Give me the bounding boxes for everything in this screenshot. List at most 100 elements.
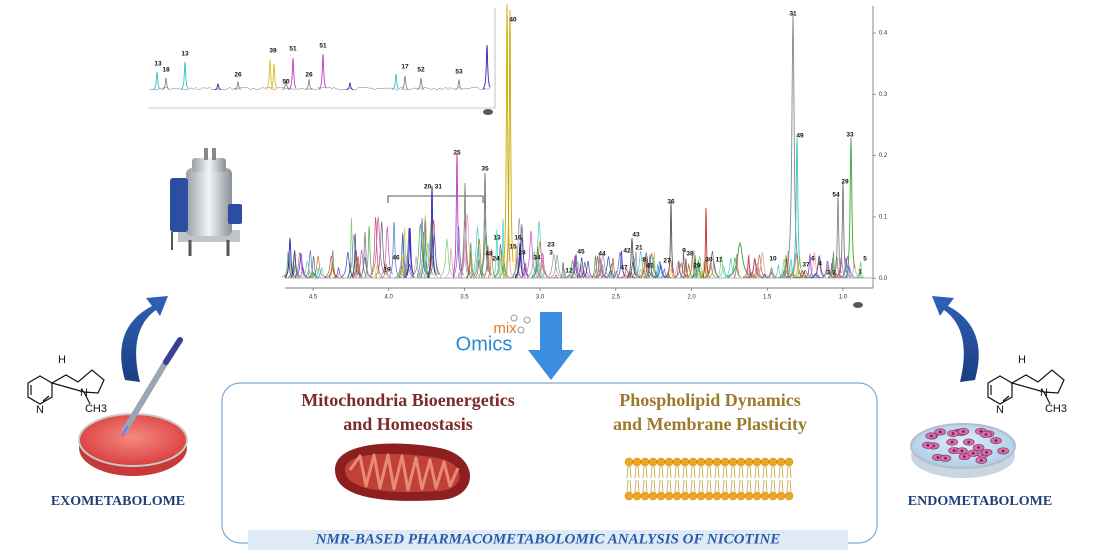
lipid-tail xyxy=(634,465,640,493)
lipid-tail xyxy=(746,465,752,493)
bracket xyxy=(387,195,484,203)
spectrum-trace xyxy=(295,253,307,279)
lipid-head xyxy=(736,457,746,467)
spectrum-trace xyxy=(687,250,701,279)
peak-label: 34 xyxy=(533,255,541,262)
pyrrolidine xyxy=(50,369,105,394)
spectrum-trace xyxy=(474,259,483,279)
inset-peak xyxy=(417,77,425,90)
inset-peak xyxy=(181,61,189,90)
spectrum-trace xyxy=(417,218,427,279)
spectrum-peak xyxy=(846,137,856,278)
spectrum-trace xyxy=(840,256,855,279)
spectrum-trace xyxy=(380,226,394,279)
spectrum-trace xyxy=(487,248,496,279)
spectrum-peak xyxy=(506,9,514,278)
spectrum-trace xyxy=(283,251,292,279)
lipid-head xyxy=(752,491,762,501)
spectrum-trace xyxy=(783,257,790,279)
spectrum-trace xyxy=(793,256,806,279)
lipid-tail xyxy=(738,465,744,493)
spectrum-trace xyxy=(504,240,513,279)
logo-node xyxy=(510,314,518,322)
y-tick-label: 0.0 xyxy=(879,276,888,282)
spectrum-trace xyxy=(755,252,769,279)
peak-label: 11 xyxy=(716,257,723,264)
peak-label: 15 xyxy=(509,244,517,251)
spectrum-trace xyxy=(812,255,826,279)
atom-label: H xyxy=(1018,354,1026,366)
lipid-tail xyxy=(778,465,784,493)
cell-nucleus xyxy=(980,459,983,462)
inset-peak xyxy=(305,78,313,90)
spectrum-peak xyxy=(481,172,489,278)
pyrrolidine xyxy=(1010,369,1065,394)
x-tick-label: 4.5 xyxy=(309,295,318,301)
spectrum-trace xyxy=(370,216,386,279)
spectrum-peak xyxy=(453,152,461,278)
y-tick-label: 0.3 xyxy=(879,92,888,98)
peak-label: 26 xyxy=(305,72,313,79)
spectrum-trace xyxy=(364,226,374,279)
spectrum-peak xyxy=(428,185,436,278)
lipid-head xyxy=(664,491,674,501)
lipid-head xyxy=(752,457,762,467)
lipid-head xyxy=(728,491,738,501)
spectrum-trace xyxy=(546,254,561,279)
spectrum-trace xyxy=(644,256,650,279)
peak-label: 28 xyxy=(518,250,526,257)
lipid-tail xyxy=(626,465,632,493)
spectrum-logo xyxy=(853,302,863,308)
peak-label: 6 xyxy=(811,256,815,263)
atom-label: N xyxy=(1040,387,1048,399)
peak-label: 41 xyxy=(646,263,654,270)
spectrum-trace xyxy=(579,270,589,279)
inset-peak xyxy=(153,71,161,90)
spectrum-trace xyxy=(612,270,620,279)
lipid-head xyxy=(744,491,754,501)
spectrum-trace xyxy=(582,260,593,279)
cell-nucleus xyxy=(963,455,966,458)
spectrum-peak xyxy=(839,181,847,278)
peak-label: 42 xyxy=(623,248,631,255)
spectrum-trace xyxy=(617,250,626,279)
spectrum-trace xyxy=(347,234,360,279)
x-tick-label: 2.5 xyxy=(612,295,621,301)
peak-label: 1 xyxy=(858,269,862,276)
x-tick-label: 2.0 xyxy=(687,295,696,301)
peak-label: 8 xyxy=(642,257,646,264)
lipid-head xyxy=(688,491,698,501)
spectrum-trace xyxy=(752,254,766,279)
exometabolome-dish xyxy=(78,337,188,476)
peak-label: 5 xyxy=(863,256,867,263)
lipid-head xyxy=(656,491,666,501)
spectrum-trace xyxy=(315,267,321,279)
curved-arrow xyxy=(932,296,979,382)
y-tick-label: 0.4 xyxy=(879,31,888,37)
cell-nucleus xyxy=(952,449,956,452)
spectrum-trace xyxy=(841,257,850,279)
peak-label: 3 xyxy=(549,250,553,257)
lipid-head xyxy=(704,457,714,467)
methyl-bond xyxy=(1043,391,1051,405)
peak-label: 9 xyxy=(682,248,686,255)
lipid-head xyxy=(672,491,682,501)
inset-peak xyxy=(392,73,400,90)
lipid-head xyxy=(720,491,730,501)
spectrum-peak xyxy=(703,207,709,278)
lipid-tail xyxy=(690,465,696,493)
spectrum-trace xyxy=(536,259,549,279)
spectrum-peak xyxy=(834,195,842,278)
peak-label: 13 xyxy=(493,235,501,242)
spectrum-trace xyxy=(389,221,399,279)
lipid-tail xyxy=(786,465,792,493)
cell-nucleus xyxy=(967,440,971,444)
peak-label: 31 xyxy=(789,11,797,18)
peak-label: 51 xyxy=(319,43,327,50)
spectrum-trace xyxy=(595,253,610,279)
mitochondrion xyxy=(335,443,470,501)
peak-label: 39 xyxy=(269,48,277,55)
spectrum-trace xyxy=(334,272,344,279)
lipid-head xyxy=(720,457,730,467)
